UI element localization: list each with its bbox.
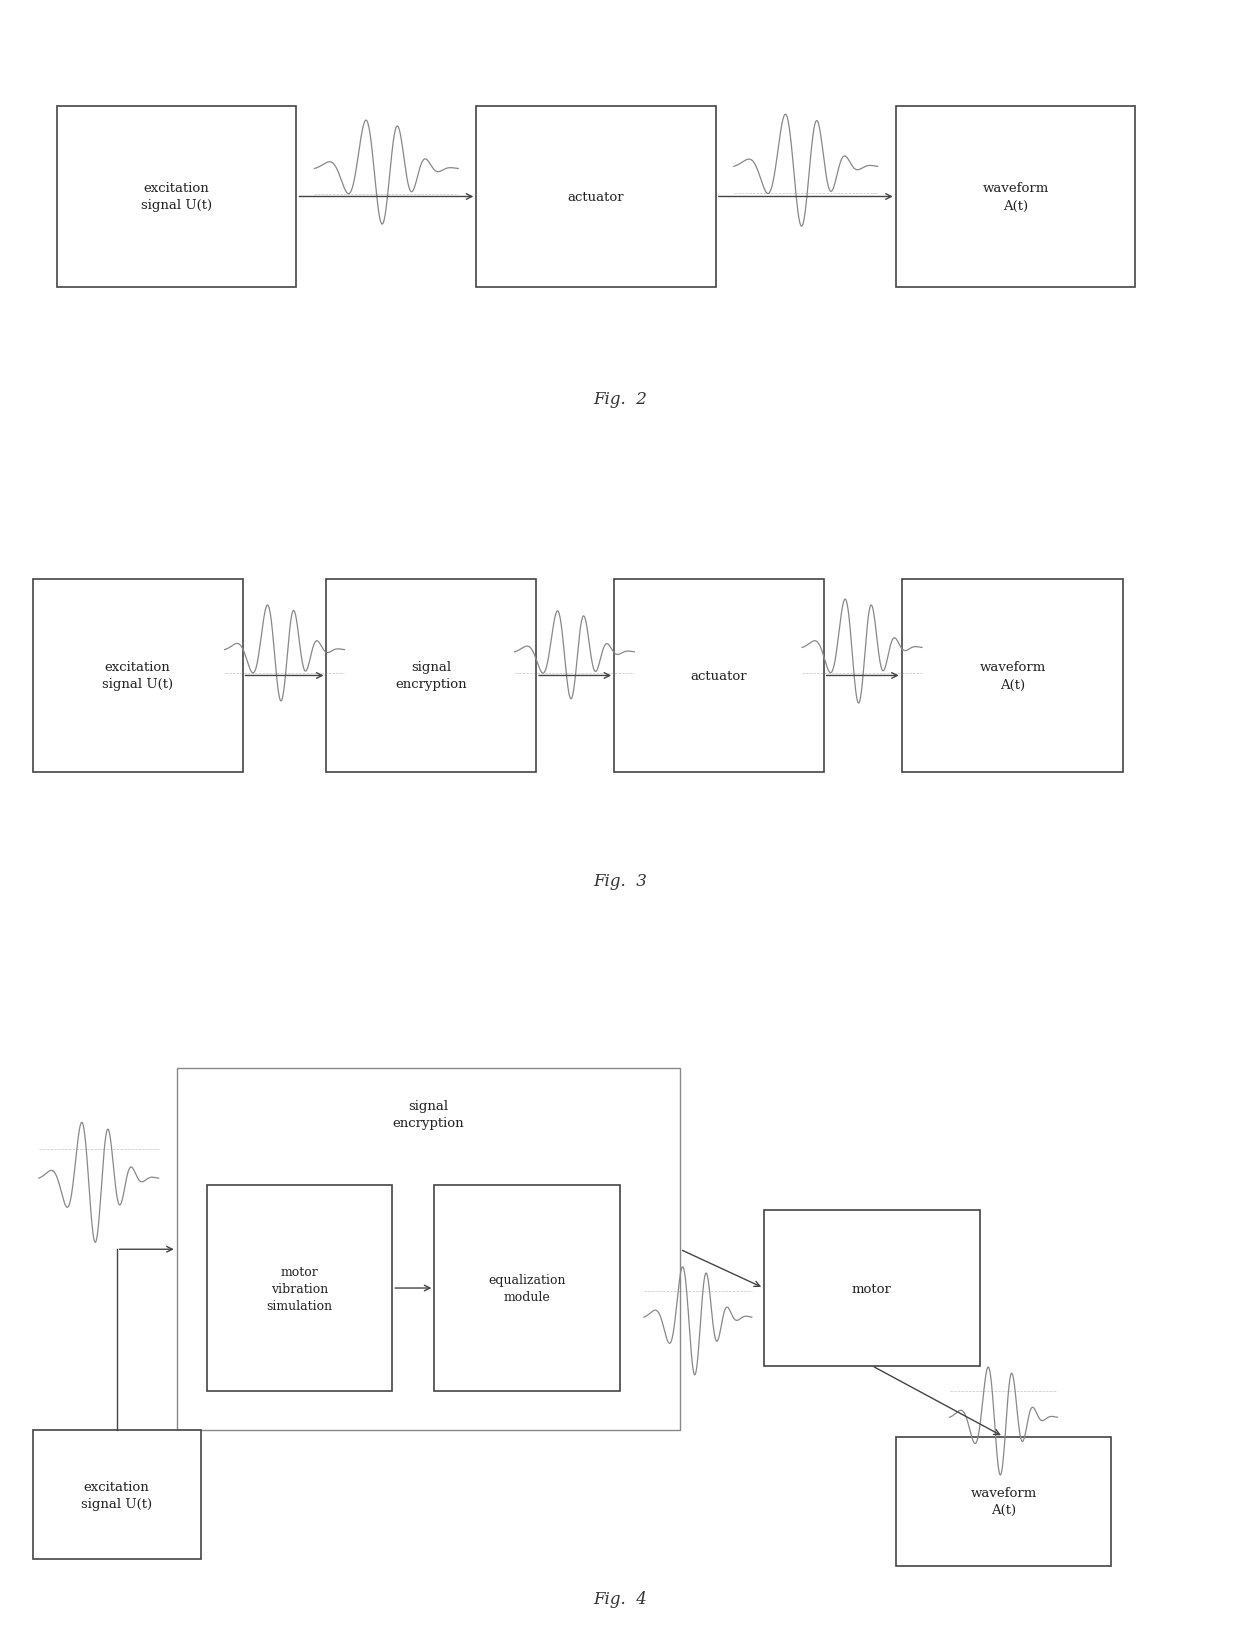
Bar [176,1069,680,1430]
Bar [207,1185,392,1392]
Text: actuator: actuator [568,191,625,204]
Text: Fig.  4: Fig. 4 [593,1590,647,1608]
Text: signal
encryption: signal encryption [396,661,467,690]
Text: Fig.  3: Fig. 3 [593,871,647,889]
Text: motor: motor [852,1281,892,1294]
Text: actuator: actuator [691,669,748,682]
Text: excitation
signal U(t): excitation signal U(t) [81,1480,153,1510]
Bar [434,1185,620,1392]
Bar [764,1211,980,1366]
Text: waveform
A(t): waveform A(t) [982,183,1049,212]
Bar [32,1430,201,1560]
Text: waveform
A(t): waveform A(t) [971,1487,1037,1516]
Text: excitation
signal U(t): excitation signal U(t) [102,661,174,690]
Bar [476,108,715,287]
Bar [901,579,1123,774]
Bar [326,579,536,774]
Bar [895,108,1136,287]
Text: waveform
A(t): waveform A(t) [980,661,1045,690]
Bar [57,108,296,287]
Text: equalization
module: equalization module [489,1273,565,1304]
Bar [614,579,823,774]
Bar [32,579,243,774]
Text: Fig.  2: Fig. 2 [593,392,647,408]
Text: excitation
signal U(t): excitation signal U(t) [141,183,212,212]
Text: signal
encryption: signal encryption [392,1098,464,1129]
Bar [895,1436,1111,1567]
Text: motor
vibration
simulation: motor vibration simulation [267,1265,332,1312]
